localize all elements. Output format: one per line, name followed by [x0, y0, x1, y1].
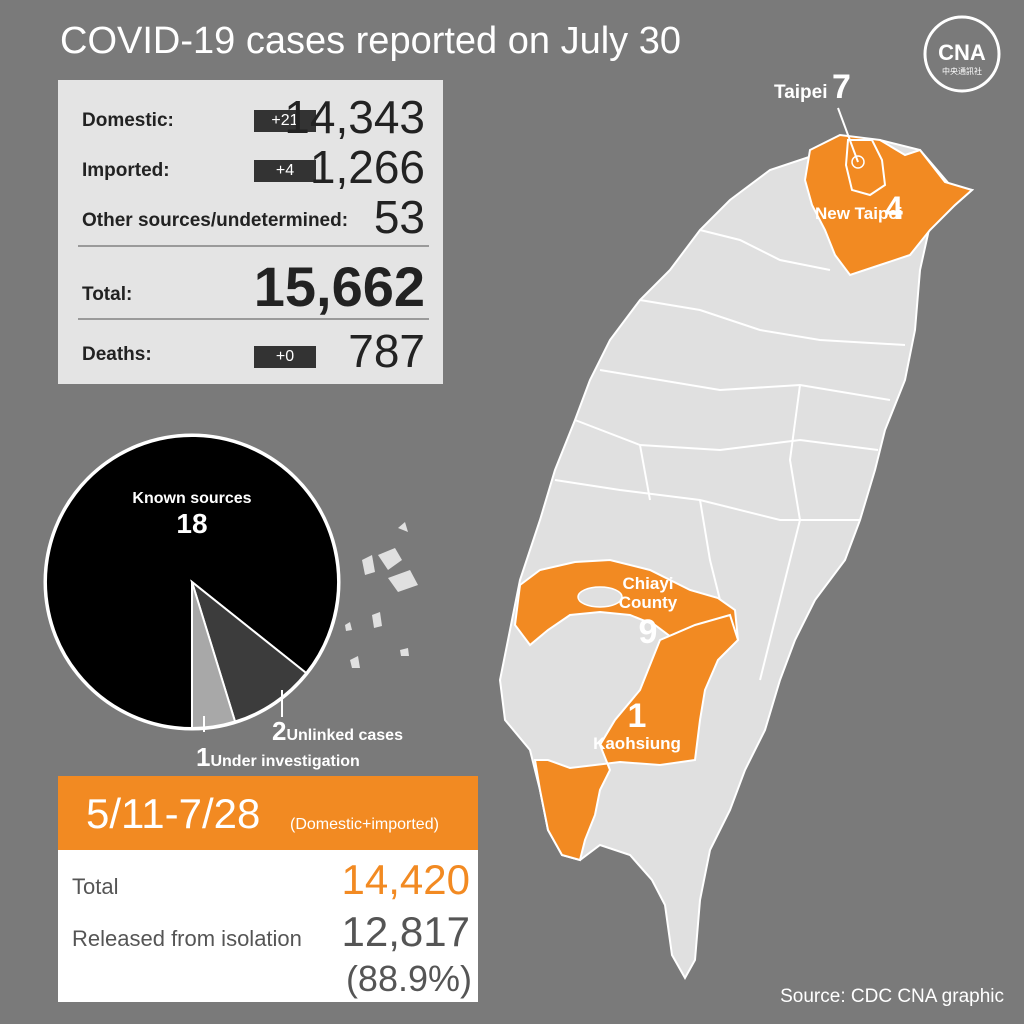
deaths-label: Deaths: [82, 344, 152, 365]
cumulative-panel: 5/11-7/28 (Domestic+imported) Total 14,4… [58, 776, 478, 1002]
divider-bottom [78, 318, 429, 320]
imported-row: Imported: +4 1,266 [82, 140, 425, 193]
source-credit: Source: CDC CNA graphic [780, 986, 1004, 1007]
other-value: 53 [373, 191, 425, 243]
total-value: 15,662 [253, 255, 425, 318]
released-label: Released from isolation [72, 926, 302, 951]
deaths-value: 787 [348, 325, 425, 377]
page-title: COVID-19 cases reported on July 30 [60, 20, 681, 62]
unlinked-cases-label: 2Unlinked cases [272, 716, 403, 746]
imported-value: 1,266 [309, 141, 425, 193]
released-value: 12,817 [341, 908, 470, 955]
imported-label: Imported: [82, 160, 170, 181]
logo-subtext: 中央通訊社 [942, 66, 982, 76]
other-label: Other sources/undetermined: [82, 210, 349, 231]
cumulative-header: 5/11-7/28 (Domestic+imported) [58, 776, 478, 850]
deaths-delta: +0 [254, 346, 316, 368]
stats-panel: Domestic: +21 14,343 Imported: +4 1,266 … [58, 80, 443, 384]
chiayi-label: Chiayi County 9 [618, 574, 678, 651]
new-taipei-label: New Taipei 4 [815, 190, 903, 226]
total-label: Total: [82, 284, 133, 305]
domestic-row: Domestic: +21 14,343 [82, 88, 425, 143]
under-investigation-label: 1Under investigation [196, 742, 360, 772]
taipei-label: Taipei 7 [774, 68, 851, 106]
kaohsiung-label: 1 Kaohsiung [593, 697, 681, 753]
source-pie-chart [43, 433, 341, 732]
range-note: (Domestic+imported) [290, 816, 439, 833]
kaohsiung-region [533, 613, 740, 862]
date-range: 5/11-7/28 [86, 790, 261, 837]
total-row: Total: 15,662 [82, 250, 425, 318]
domestic-label: Domestic: [82, 110, 174, 131]
cumulative-total-value: 14,420 [341, 856, 470, 903]
domestic-delta: +21 [254, 110, 316, 132]
logo-text: CNA [938, 40, 986, 65]
cumulative-total-label: Total [72, 874, 119, 899]
known-sources-label: Known sources 18 [132, 490, 252, 539]
other-row: Other sources/undetermined: 53 [82, 190, 425, 243]
domestic-value: 14,343 [284, 91, 425, 143]
cna-logo: CNA 中央通訊社 [923, 15, 1001, 93]
divider-top [78, 245, 429, 247]
imported-delta: +4 [254, 160, 316, 182]
released-pct: (88.9%) [345, 958, 472, 999]
deaths-row: Deaths: +0 787 [82, 324, 425, 377]
